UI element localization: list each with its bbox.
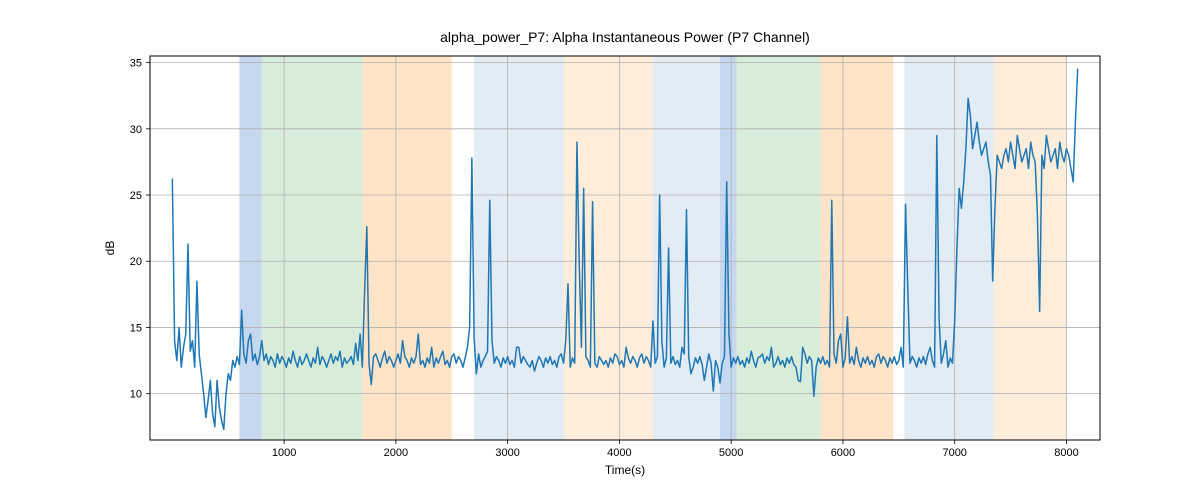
x-tick-label: 6000 bbox=[831, 447, 855, 459]
x-tick-label: 7000 bbox=[942, 447, 966, 459]
y-tick-label: 35 bbox=[130, 58, 142, 70]
chart-title: alpha_power_P7: Alpha Instantaneous Powe… bbox=[440, 29, 810, 45]
shaded-region bbox=[474, 56, 563, 440]
x-tick-label: 5000 bbox=[719, 447, 743, 459]
x-tick-label: 1000 bbox=[272, 447, 296, 459]
shaded-region bbox=[994, 56, 1067, 440]
shaded-region bbox=[262, 56, 363, 440]
shaded-region bbox=[239, 56, 261, 440]
y-tick-label: 10 bbox=[130, 389, 142, 401]
shaded-region bbox=[362, 56, 451, 440]
x-axis-label: Time(s) bbox=[605, 463, 645, 477]
x-tick-label: 8000 bbox=[1054, 447, 1078, 459]
y-tick-label: 25 bbox=[130, 190, 142, 202]
y-tick-label: 20 bbox=[130, 256, 142, 268]
shaded-region bbox=[904, 56, 993, 440]
x-tick-label: 4000 bbox=[607, 447, 631, 459]
shaded-region bbox=[737, 56, 821, 440]
shaded-regions bbox=[239, 56, 1066, 440]
y-tick-label: 15 bbox=[130, 322, 142, 334]
y-tick-label: 30 bbox=[130, 124, 142, 136]
y-axis-label: dB bbox=[103, 241, 117, 256]
x-tick-label: 2000 bbox=[384, 447, 408, 459]
chart-svg: 1000 2000 3000 4000 5000 6000 7000 8000 10 15 20 25… bbox=[0, 0, 1200, 500]
x-tick-label: 3000 bbox=[495, 447, 519, 459]
shaded-region bbox=[564, 56, 653, 440]
chart-container: 1000 2000 3000 4000 5000 6000 7000 8000 10 15 20 25… bbox=[0, 0, 1200, 500]
